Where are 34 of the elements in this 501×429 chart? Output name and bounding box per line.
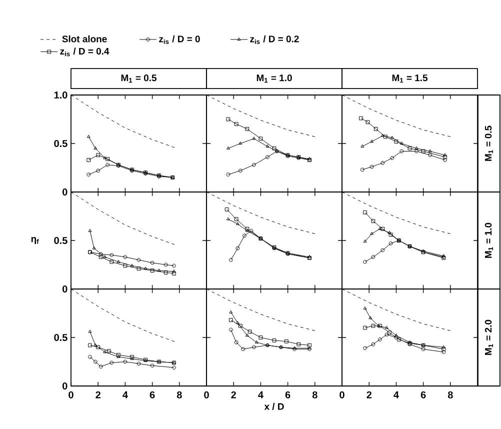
x-tick-label: 4 [122, 391, 128, 398]
x-tick-label: 6 [420, 391, 426, 398]
x-tick-label: 0 [68, 391, 74, 398]
x-tick-label: 0 [340, 391, 344, 398]
x-tick-label: 2 [96, 391, 100, 398]
y2-axis-title: M$_{1}$ = 1.0 [484, 222, 493, 258]
legend-label: Slot alone [62, 35, 107, 42]
x-tick-label: 4 [258, 391, 264, 398]
x-tick-label: 0 [204, 391, 209, 398]
y-axis-title: η$_{f}$ [31, 236, 39, 244]
legend-label: z$_{is}$ / D = 0 [159, 35, 200, 44]
x-tick-label: 6 [150, 391, 155, 398]
chart-title: M$_{1}$ = 1.5 [392, 74, 428, 83]
legend-label: z$_{is}$ / D = 0.4 [60, 48, 110, 56]
x-tick-label: 8 [312, 391, 318, 398]
x-tick-label: 8 [448, 391, 453, 398]
chart-title: M$_{1}$ = 0.5 [121, 74, 156, 83]
x-tick-label: 4 [394, 391, 399, 398]
y-tick-label: 0 [62, 285, 68, 293]
chart-title: M$_{1}$ = 1.0 [256, 74, 292, 83]
legend-label: z$_{is}$ / D = 0.2 [250, 35, 299, 44]
y-tick-label: 1.0 [54, 91, 68, 99]
y2-axis-title: M$_{1}$ = 2.0 [484, 320, 493, 355]
y2-axis-title: M$_{1}$ = 0.5 [484, 126, 493, 161]
y-tick-label: 0 [62, 382, 68, 390]
y-tick-label: 0.5 [54, 236, 68, 244]
x-tick-label: 6 [285, 391, 290, 398]
y-tick-label: 0 [62, 188, 68, 196]
x-tick-label: 2 [231, 391, 236, 398]
y-tick-label: 0.5 [54, 140, 68, 148]
x-tick-label: 8 [176, 391, 182, 398]
x-axis-title: x / D [264, 402, 284, 410]
x-tick-label: 2 [366, 391, 372, 398]
y-tick-label: 0.5 [54, 334, 68, 342]
